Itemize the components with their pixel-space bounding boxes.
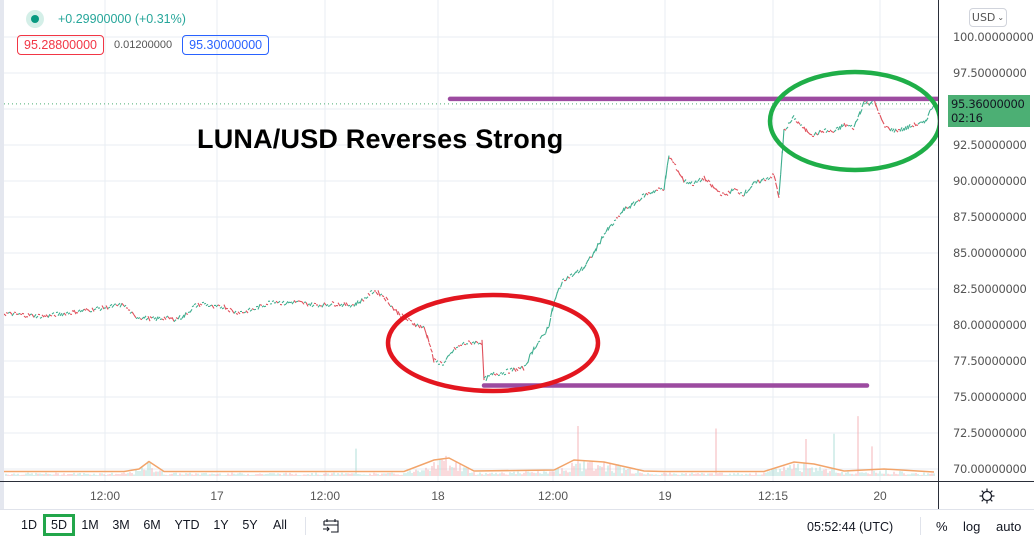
last-price-value: 95.36000000 [951, 97, 1025, 111]
range-5d-button[interactable]: 5D [43, 514, 75, 536]
toolbar-divider [920, 517, 921, 535]
price-axis-label: 82.50000000 [953, 282, 1027, 296]
annotation-title: LUNA/USD Reverses Strong [197, 124, 564, 154]
price-axis[interactable]: USD ⌄ 100.00000000 97.50000000 92.50000000… [938, 0, 1034, 481]
range-5y-button[interactable]: 5Y [242, 518, 258, 532]
range-ytd-button[interactable]: YTD [174, 518, 200, 532]
market-status-icon[interactable] [26, 10, 44, 28]
price-axis-label: 90.00000000 [953, 174, 1027, 188]
last-price-badge: 95.36000000 02:16 [948, 95, 1030, 127]
time-axis[interactable]: 12:00 17 12:00 18 12:00 19 12:15 20 [0, 481, 938, 509]
time-axis-label: 20 [873, 489, 887, 503]
price-axis-label: 85.00000000 [953, 246, 1027, 260]
time-axis-label: 12:00 [309, 489, 341, 503]
bid-ask-row: 95.28800000 0.01200000 95.30000000 [17, 35, 270, 55]
chart-pane[interactable]: +0.29900000 (+0.31%) 95.28800000 0.01200… [4, 0, 938, 481]
price-change: +0.29900000 (+0.31%) [58, 12, 186, 26]
log-scale-button[interactable]: log [963, 519, 981, 534]
bar-countdown: 02:16 [951, 111, 983, 125]
time-axis-label: 12:00 [89, 489, 121, 503]
price-axis-label: 92.50000000 [953, 138, 1027, 152]
bottom-toolbar: 1D 5D 1M 3M 6M YTD 1Y 5Y All 05:52:44 (U… [0, 509, 1034, 539]
price-axis-label: 75.00000000 [953, 390, 1027, 404]
range-1d-button[interactable]: 1D [21, 518, 37, 532]
range-all-button[interactable]: All [273, 518, 287, 532]
range-1m-button[interactable]: 1M [81, 518, 99, 532]
price-axis-label: 72.50000000 [953, 426, 1027, 440]
auto-scale-button[interactable]: auto [996, 519, 1022, 534]
time-axis-label: 18 [431, 489, 445, 503]
time-axis-label: 12:00 [537, 489, 569, 503]
gear-icon [979, 488, 994, 503]
legend-row: +0.29900000 (+0.31%) [26, 10, 186, 28]
price-axis-label: 87.50000000 [953, 210, 1027, 224]
range-1y-button[interactable]: 1Y [213, 518, 229, 532]
time-axis-label: 19 [658, 489, 672, 503]
utc-clock[interactable]: 05:52:44 (UTC) [807, 520, 894, 534]
time-axis-label: 12:15 [757, 489, 789, 503]
range-6m-button[interactable]: 6M [143, 518, 161, 532]
price-axis-label: 97.50000000 [953, 66, 1027, 80]
price-axis-label: 80.00000000 [953, 318, 1027, 332]
time-axis-label: 17 [210, 489, 224, 503]
price-axis-label: 77.50000000 [953, 354, 1027, 368]
spread-value: 0.01200000 [114, 39, 173, 51]
buy-price-button[interactable]: 95.30000000 [182, 35, 270, 55]
calendar-goto-icon[interactable] [321, 517, 341, 535]
price-axis-label: 70.00000000 [953, 462, 1027, 476]
currency-label: USD [971, 11, 996, 24]
percent-scale-button[interactable]: % [936, 519, 948, 534]
price-chart-canvas[interactable] [4, 0, 938, 481]
chevron-down-icon: ⌄ [997, 13, 1005, 22]
currency-button[interactable]: USD ⌄ [969, 8, 1007, 27]
sell-price-button[interactable]: 95.28800000 [17, 35, 104, 55]
toolbar-divider [305, 517, 306, 535]
left-edge [0, 0, 4, 539]
range-3m-button[interactable]: 3M [112, 518, 130, 532]
price-axis-label: 100.00000000 [953, 30, 1034, 44]
chart-settings-button[interactable] [938, 481, 1034, 509]
